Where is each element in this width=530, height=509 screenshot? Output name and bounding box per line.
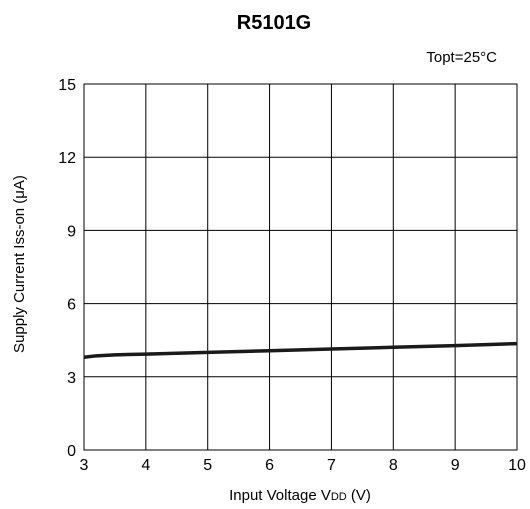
x-tick-label: 7 — [327, 457, 336, 474]
y-tick-label: 12 — [58, 150, 76, 167]
x-axis-label: Input Voltage VDD (V) — [229, 487, 371, 504]
x-tick-label: 9 — [451, 457, 460, 474]
y-tick-label: 0 — [67, 443, 76, 460]
plot-frame — [83, 83, 518, 451]
y-tick-label: 3 — [67, 370, 76, 387]
y-axis-label: Supply Current Iss-on (μA) — [11, 175, 28, 353]
grid — [83, 83, 518, 451]
x-axis-label-suffix: (V) — [347, 487, 371, 504]
y-tick-label: 9 — [67, 223, 76, 240]
x-axis-label-subscript: DD — [331, 491, 347, 503]
chart-condition-label: Topt=25°C — [426, 49, 497, 66]
x-tick-label: 10 — [508, 457, 526, 474]
series — [83, 341, 518, 360]
x-tick-label: 6 — [265, 457, 274, 474]
x-tick-label: 3 — [80, 457, 89, 474]
y-tick-label: 15 — [58, 77, 76, 94]
x-axis-label-prefix: Input Voltage V — [229, 487, 331, 504]
x-tick-label: 5 — [203, 457, 212, 474]
series-line-0 — [83, 341, 518, 360]
chart-title: R5101G — [237, 12, 312, 34]
x-tick-label: 4 — [141, 457, 150, 474]
x-tick-label: 8 — [389, 457, 398, 474]
y-tick-label: 6 — [67, 297, 76, 314]
